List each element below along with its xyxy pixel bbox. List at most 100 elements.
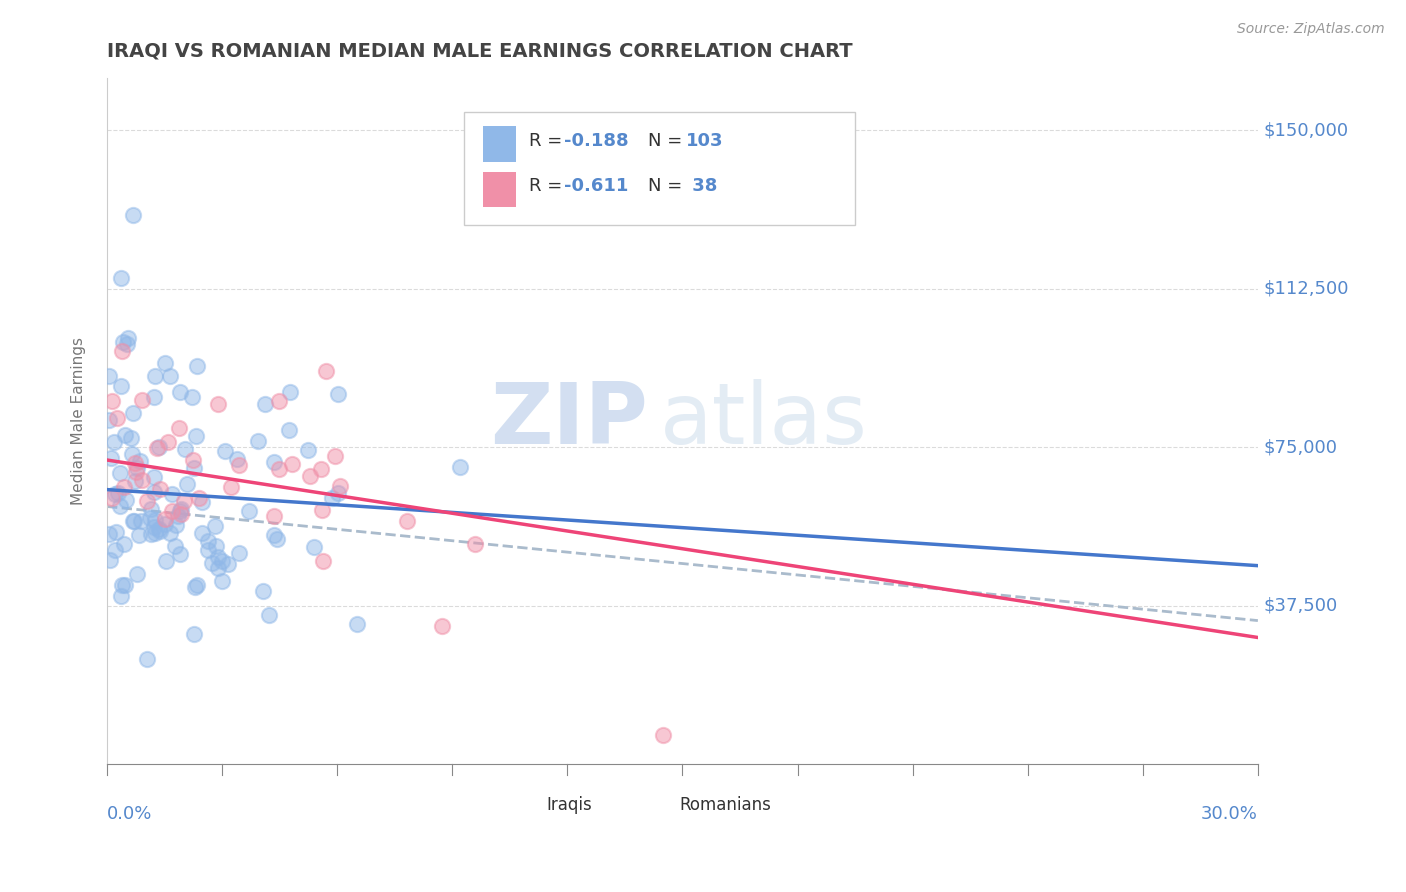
Point	[112, 479, 135, 493]
Point	[110, 271, 132, 285]
FancyBboxPatch shape	[654, 793, 675, 817]
Point	[346, 617, 368, 632]
Point	[159, 368, 181, 383]
Point	[312, 554, 335, 568]
Point	[173, 494, 195, 508]
Point	[139, 527, 162, 541]
Point	[115, 337, 138, 351]
Point	[395, 514, 418, 528]
Point	[153, 356, 176, 370]
Text: $150,000: $150,000	[1264, 121, 1348, 139]
Point	[125, 465, 148, 479]
Point	[169, 547, 191, 561]
Point	[149, 524, 172, 538]
Text: Iraqis: Iraqis	[547, 797, 592, 814]
Text: Source: ZipAtlas.com: Source: ZipAtlas.com	[1237, 22, 1385, 37]
Point	[122, 514, 145, 528]
Point	[166, 518, 188, 533]
Point	[100, 394, 122, 409]
Point	[652, 728, 675, 742]
Point	[186, 359, 208, 374]
Point	[267, 393, 290, 408]
Point	[143, 484, 166, 499]
Point	[120, 430, 142, 444]
Point	[124, 456, 146, 470]
Point	[131, 473, 153, 487]
Text: IRAQI VS ROMANIAN MEDIAN MALE EARNINGS CORRELATION CHART: IRAQI VS ROMANIAN MEDIAN MALE EARNINGS C…	[107, 42, 852, 61]
Point	[183, 627, 205, 641]
Point	[266, 532, 288, 546]
Point	[214, 443, 236, 458]
Point	[98, 413, 121, 427]
Point	[170, 502, 193, 516]
Point	[107, 486, 129, 500]
Point	[159, 525, 181, 540]
Point	[142, 470, 165, 484]
FancyBboxPatch shape	[464, 112, 855, 225]
Point	[122, 208, 145, 222]
Point	[114, 428, 136, 442]
Point	[104, 543, 127, 558]
Point	[111, 577, 134, 591]
Point	[110, 379, 132, 393]
Text: -0.611: -0.611	[564, 178, 628, 195]
Point	[160, 504, 183, 518]
Point	[207, 397, 229, 411]
Point	[201, 556, 224, 570]
Text: N =: N =	[648, 178, 688, 195]
Point	[155, 554, 177, 568]
Point	[329, 479, 352, 493]
Point	[263, 528, 285, 542]
Text: 38: 38	[686, 178, 717, 195]
Point	[302, 541, 325, 555]
Point	[211, 554, 233, 568]
Point	[135, 493, 157, 508]
Text: $112,500: $112,500	[1264, 280, 1350, 298]
Point	[100, 450, 122, 465]
Point	[187, 491, 209, 505]
Point	[139, 502, 162, 516]
Point	[138, 511, 160, 525]
Point	[143, 390, 166, 404]
Point	[207, 550, 229, 565]
Point	[217, 557, 239, 571]
Text: 30.0%: 30.0%	[1201, 805, 1258, 823]
Point	[98, 527, 121, 541]
Point	[183, 461, 205, 475]
Point	[278, 385, 301, 400]
Point	[323, 449, 346, 463]
Point	[136, 651, 159, 665]
FancyBboxPatch shape	[484, 127, 516, 162]
Point	[191, 526, 214, 541]
Point	[167, 421, 190, 435]
Text: $75,000: $75,000	[1264, 438, 1337, 457]
Point	[112, 537, 135, 551]
Text: ZIP: ZIP	[491, 379, 648, 462]
Point	[104, 486, 127, 500]
Point	[98, 368, 121, 383]
Point	[146, 441, 169, 455]
Point	[464, 537, 486, 551]
Point	[170, 507, 193, 521]
Point	[253, 396, 276, 410]
Point	[197, 542, 219, 557]
Point	[149, 483, 172, 497]
Point	[430, 619, 453, 633]
Point	[252, 584, 274, 599]
Point	[128, 528, 150, 542]
Point	[124, 474, 146, 488]
Point	[169, 385, 191, 400]
Point	[156, 435, 179, 450]
Point	[299, 468, 322, 483]
Point	[326, 486, 349, 500]
Point	[247, 434, 270, 448]
Point	[263, 455, 285, 469]
Point	[98, 553, 121, 567]
Point	[101, 491, 124, 506]
Point	[153, 512, 176, 526]
Point	[226, 452, 249, 467]
Point	[297, 442, 319, 457]
Point	[277, 423, 299, 437]
Point	[108, 499, 131, 513]
Text: R =: R =	[530, 178, 568, 195]
